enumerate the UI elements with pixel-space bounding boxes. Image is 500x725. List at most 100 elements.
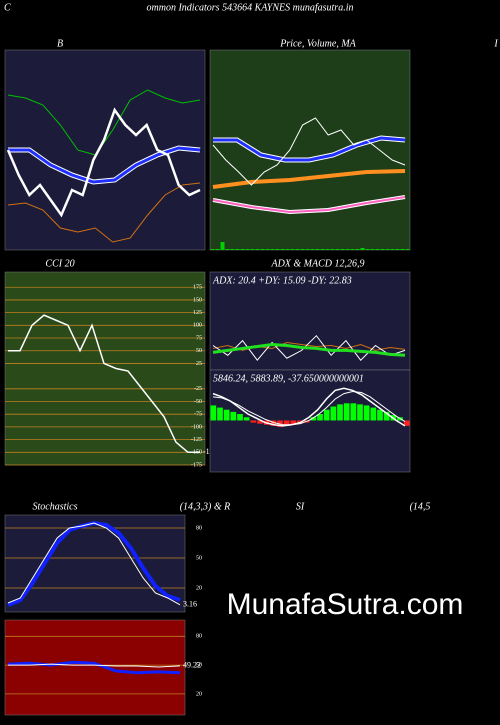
panel-background xyxy=(209,369,411,473)
bar xyxy=(235,249,240,250)
bar xyxy=(345,249,350,250)
line xyxy=(8,314,200,454)
panel-background xyxy=(209,271,411,371)
indicator-values: ADX: 20.4 +DY: 15.09 -DY: 22.83 xyxy=(212,275,352,286)
bar xyxy=(337,404,343,421)
y-tick-label: -125 xyxy=(191,437,202,443)
line xyxy=(212,117,406,186)
panel-title: Price, Volume, MA xyxy=(279,38,356,49)
panel-subtitle: (14,5 xyxy=(410,501,431,512)
bar xyxy=(330,406,337,421)
panel-subtitle: (14,3,3) & R xyxy=(180,501,231,512)
y-tick-label: 20 xyxy=(196,691,202,697)
y-tick-label: 100 xyxy=(193,323,202,329)
bar xyxy=(250,249,255,250)
y-tick-label: 175 xyxy=(193,285,202,291)
line xyxy=(8,663,181,668)
bar xyxy=(395,249,400,250)
bar xyxy=(237,414,243,421)
line xyxy=(212,390,406,426)
bar xyxy=(343,403,350,421)
y-tick-label: 80 xyxy=(196,525,202,531)
header-right: I xyxy=(493,38,498,49)
y-tick-label: 50 xyxy=(196,662,202,668)
bar xyxy=(243,417,250,421)
bar xyxy=(225,249,230,250)
panel-title: Stochastics xyxy=(33,501,78,512)
bar xyxy=(230,249,235,250)
bar xyxy=(355,249,360,250)
bar xyxy=(255,249,260,250)
line xyxy=(212,196,406,214)
y-tick-label: -75 xyxy=(194,412,202,418)
bar xyxy=(383,411,390,421)
bar xyxy=(390,249,395,250)
bar xyxy=(310,417,317,421)
bar xyxy=(245,249,250,250)
bar xyxy=(405,249,410,250)
y-tick-label: 125 xyxy=(193,310,202,316)
y-tick-label: -25 xyxy=(194,386,202,392)
bar xyxy=(335,249,340,250)
indicator-values: 5846.24, 5883.89, -37.650000000001 xyxy=(213,373,364,384)
bar xyxy=(257,420,263,424)
header-title: ommon Indicators 543664 KAYNES munafasut… xyxy=(147,2,354,13)
y-tick-label: 75 xyxy=(196,335,202,341)
watermark: MunafaSutra.com xyxy=(227,588,464,621)
bar xyxy=(315,249,320,250)
end-value-label: 3.16 xyxy=(183,600,197,609)
panel-background xyxy=(4,514,186,613)
bar xyxy=(223,409,230,421)
bar xyxy=(330,249,335,250)
bar xyxy=(350,249,355,250)
bar xyxy=(260,249,265,250)
y-tick-label: 20 xyxy=(196,585,202,591)
bar xyxy=(363,405,370,421)
panel-background xyxy=(4,271,206,466)
bar xyxy=(250,420,257,423)
bar xyxy=(317,414,323,421)
y-tick-label: -175 xyxy=(191,462,202,468)
bar xyxy=(310,249,315,250)
bar xyxy=(340,249,345,250)
bar xyxy=(357,404,363,421)
bar xyxy=(403,420,410,426)
line xyxy=(212,343,406,357)
bar xyxy=(265,249,270,250)
bar xyxy=(290,249,295,250)
y-tick-label: 25 xyxy=(196,361,202,367)
bar xyxy=(360,248,365,250)
bar xyxy=(375,249,380,250)
bar xyxy=(215,249,220,250)
bar xyxy=(323,409,330,421)
bar xyxy=(350,403,357,421)
line xyxy=(212,342,406,351)
bar xyxy=(217,407,223,421)
bar xyxy=(380,249,385,250)
bar xyxy=(377,409,383,421)
y-tick-label: 80 xyxy=(196,634,202,640)
line xyxy=(212,387,406,427)
panel-title: SI xyxy=(296,501,305,512)
bar xyxy=(365,249,370,250)
bar xyxy=(325,249,330,250)
line xyxy=(213,136,406,162)
y-tick-label: -100 xyxy=(191,424,202,430)
bar xyxy=(210,405,217,421)
y-tick-label: 50 xyxy=(196,348,202,354)
bar xyxy=(230,411,237,421)
line xyxy=(7,522,181,606)
bar xyxy=(285,249,290,250)
panel-background xyxy=(209,49,411,251)
bar xyxy=(320,249,325,250)
bar xyxy=(370,407,377,421)
y-tick-label: -50 xyxy=(194,399,202,405)
bar xyxy=(240,249,245,250)
panel-title: ADX & MACD 12,26,9 xyxy=(270,258,364,269)
line xyxy=(8,146,201,184)
bar xyxy=(300,249,305,250)
line xyxy=(7,182,201,243)
y-tick-label: 150 xyxy=(193,297,202,303)
bar xyxy=(210,249,215,250)
